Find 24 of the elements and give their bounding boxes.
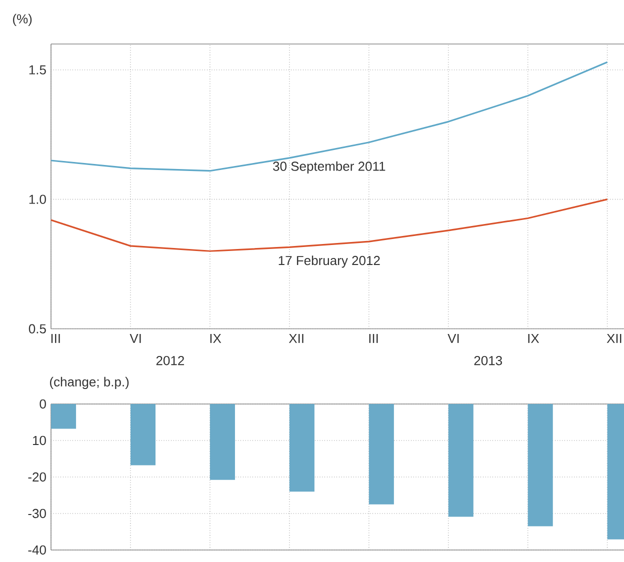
y-tick-label: 1.0 <box>29 194 46 204</box>
y-tick-label: -40 <box>28 545 46 555</box>
y-tick-label: 0 <box>40 399 46 409</box>
x-tick-label: XII <box>288 334 304 343</box>
x-tick-label: IX <box>210 334 222 343</box>
line-series <box>51 61 608 172</box>
x-tick-label: III <box>51 334 60 343</box>
line-series <box>51 198 608 252</box>
x-tick-label: VI <box>130 334 141 343</box>
y-tick-label: -20 <box>28 472 46 482</box>
x-tick-label: VI <box>448 334 459 343</box>
text: 2013 <box>474 356 502 366</box>
x-tick-label: XII <box>606 334 622 343</box>
x-tick-label: III <box>369 334 378 343</box>
y-tick-label: 0.5 <box>28 324 46 334</box>
series-label: 17 February 2012 <box>278 256 380 268</box>
text: 2012 <box>156 356 184 366</box>
y-axis-title: (%) <box>13 14 32 26</box>
y-tick-label: -30 <box>28 508 46 518</box>
y-tick-label: 1.5 <box>29 65 46 74</box>
y-axis-title: (change; b.p.) <box>50 376 129 390</box>
series-label: 30 September 2011 <box>273 161 386 174</box>
y-tick-label: 10 <box>33 436 46 446</box>
x-tick-label: IX <box>528 334 540 343</box>
